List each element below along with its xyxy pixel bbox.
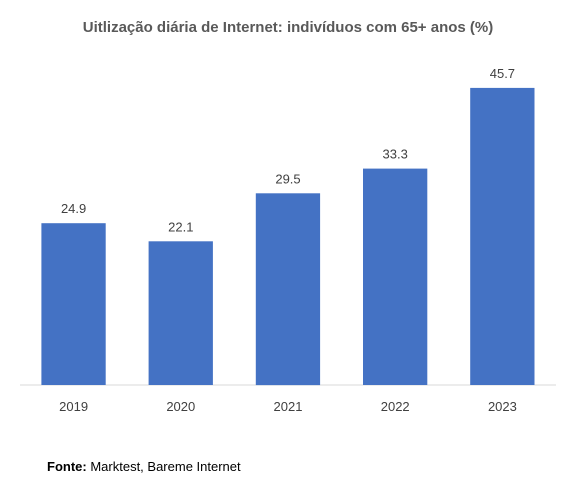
data-label-2022: 33.3 xyxy=(383,147,408,162)
x-tick-label-2019: 2019 xyxy=(59,399,88,414)
x-tick-label-2022: 2022 xyxy=(381,399,410,414)
bar-2019 xyxy=(41,223,106,385)
x-tick-labels-layer: 2019 2020 2021 2022 2023 xyxy=(59,399,517,414)
data-label-2023: 45.7 xyxy=(490,66,515,81)
x-tick-label-2023: 2023 xyxy=(488,399,517,414)
data-labels-layer: 24.9 22.1 29.5 33.3 45.7 xyxy=(61,66,515,234)
chart-title: Uitlização diária de Internet: indivíduo… xyxy=(82,19,494,36)
source-text: Marktest, Bareme Internet xyxy=(90,459,241,474)
bar-2021 xyxy=(255,193,321,386)
data-label-2019: 24.9 xyxy=(61,201,86,216)
source-label: Fonte: xyxy=(47,459,87,474)
x-tick-label-2021: 2021 xyxy=(274,399,303,414)
data-label-2021: 29.5 xyxy=(275,171,300,186)
source-note: Fonte: Marktest, Bareme Internet xyxy=(47,459,241,474)
bar-2022 xyxy=(363,168,428,385)
bar-2023 xyxy=(470,87,535,386)
bar-2020 xyxy=(148,241,213,385)
bars-layer xyxy=(41,87,535,386)
x-tick-label-2020: 2020 xyxy=(166,399,195,414)
data-label-2020: 22.1 xyxy=(168,219,193,234)
